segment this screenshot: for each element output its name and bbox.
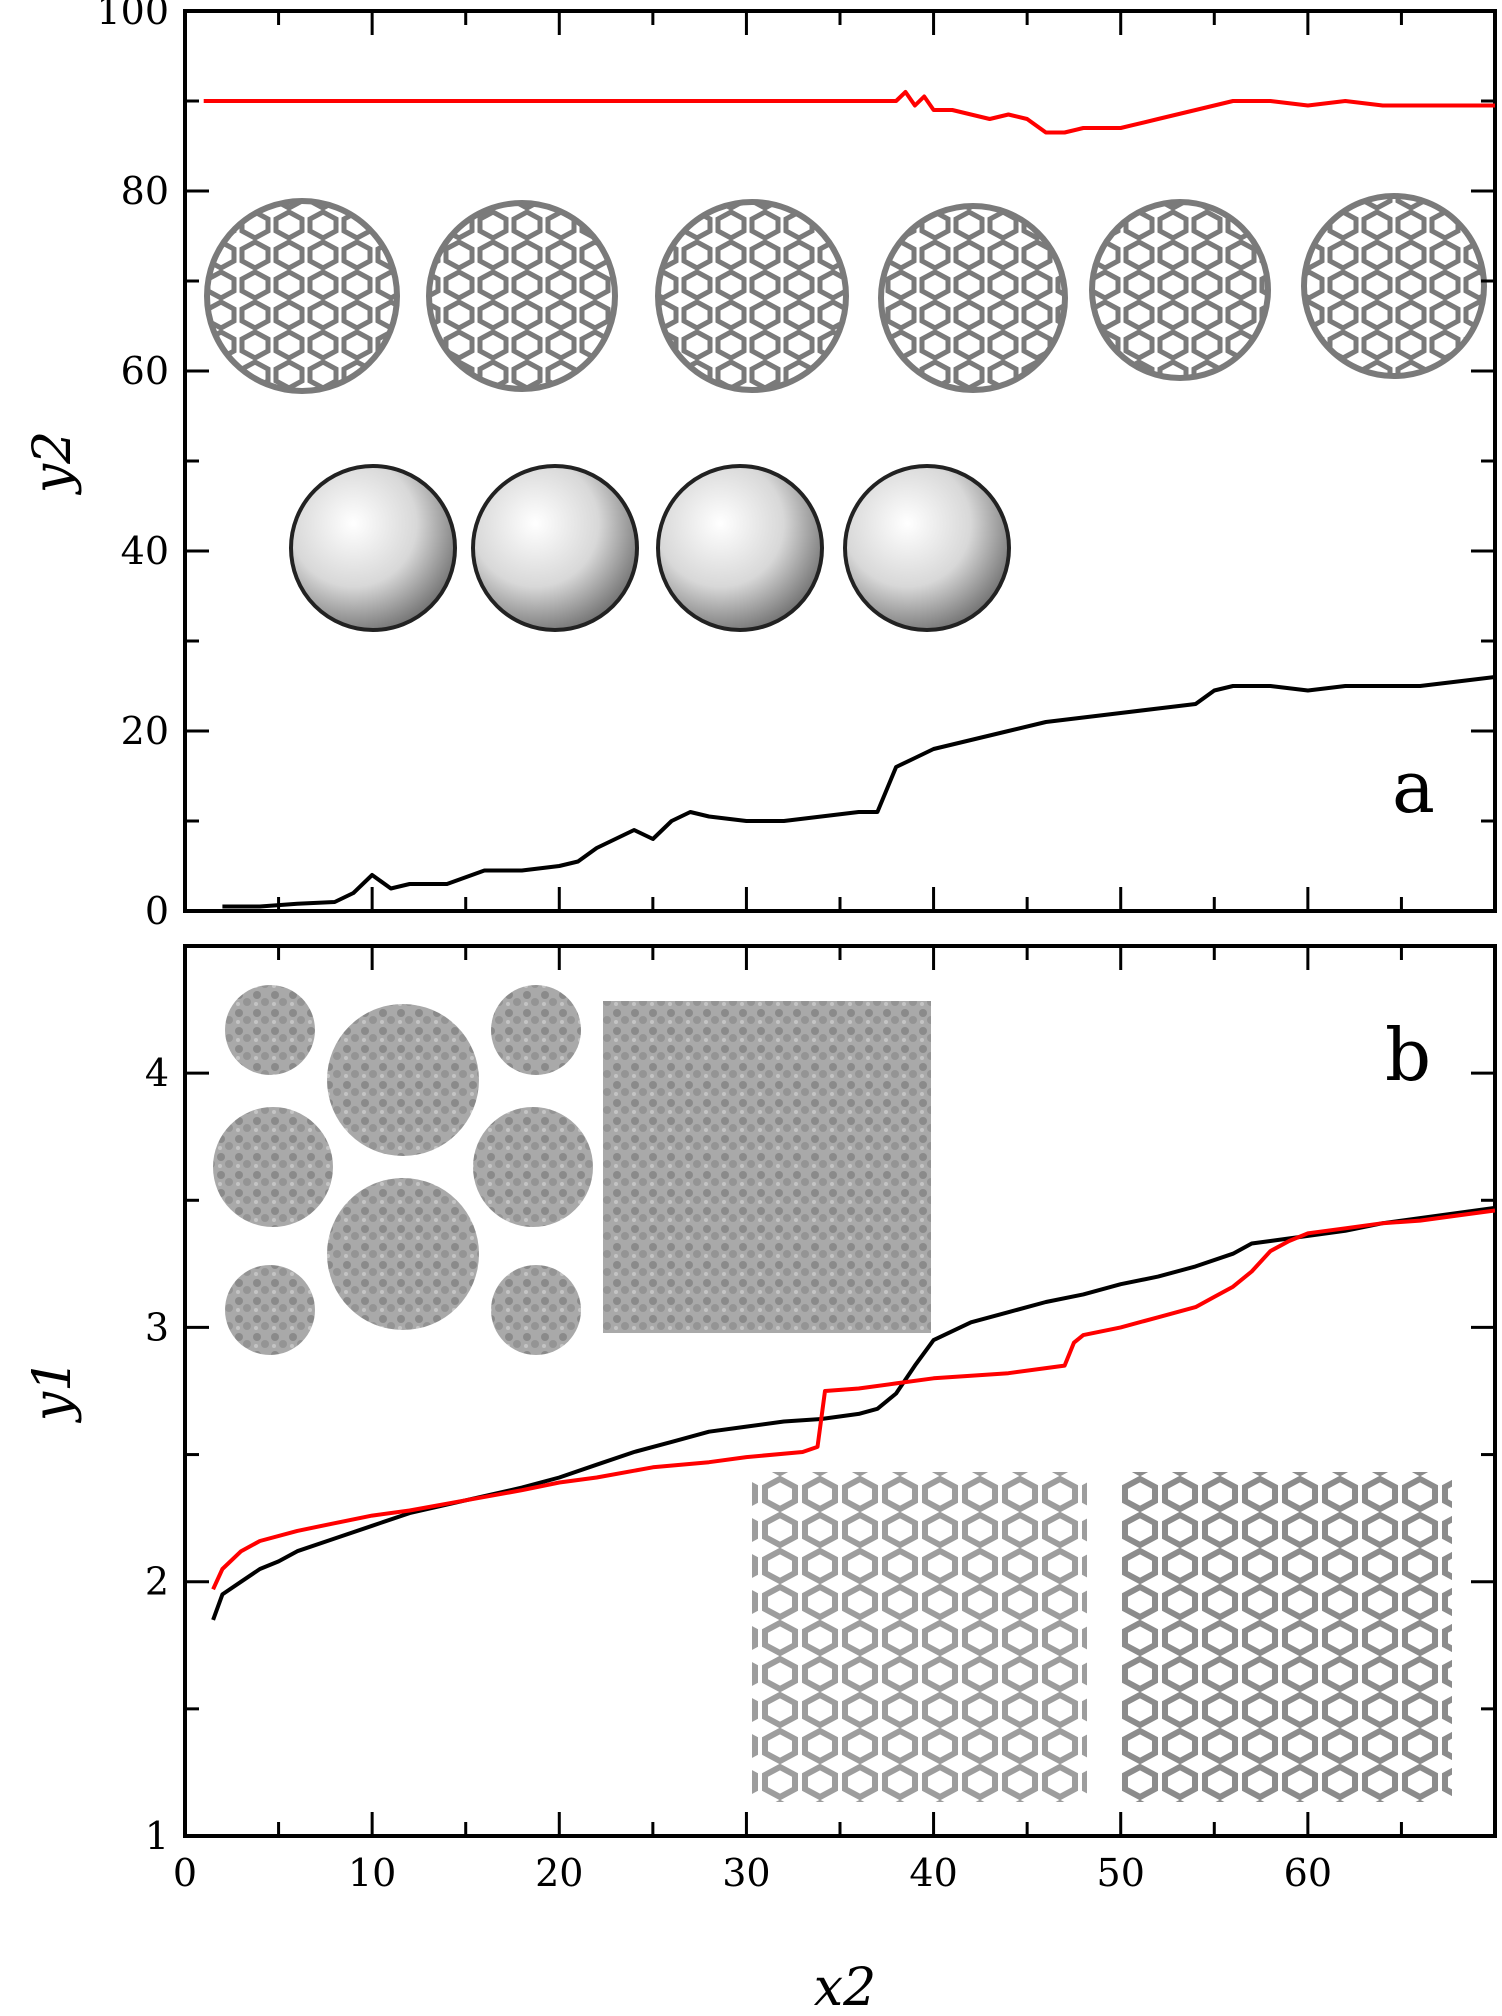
y-tick-label: 4 xyxy=(145,1051,169,1095)
panel-a-sphere-insets xyxy=(289,464,1011,632)
x-tick-label: 10 xyxy=(348,1851,396,1895)
x-tick-label: 60 xyxy=(1284,1851,1332,1895)
series-line-red xyxy=(203,90,1495,135)
panel-a-letter: a xyxy=(1392,745,1435,829)
series-line-black xyxy=(222,675,1495,909)
panel-b-structure-insets xyxy=(213,985,1452,1802)
y-tick-label: 40 xyxy=(121,529,169,573)
y-tick-label: 60 xyxy=(121,349,169,393)
panel-a-plot-frame xyxy=(183,9,1497,913)
y-tick-label: 100 xyxy=(96,0,169,33)
y-tick-label: 2 xyxy=(145,1560,169,1604)
inset-packed-cages xyxy=(213,985,593,1355)
inset-dense-network xyxy=(603,1001,931,1333)
series-line-red xyxy=(211,1208,1495,1591)
inset-hexagonal-network xyxy=(1122,1472,1452,1802)
x-tick-label: 40 xyxy=(909,1851,957,1895)
panel-b-x-axis-title: x2 xyxy=(814,1958,876,2016)
y-tick-label: 20 xyxy=(121,709,169,753)
y-tick-label: 3 xyxy=(145,1305,169,1349)
panel-a-series xyxy=(203,90,1495,909)
panel-a: 0 20 40 60 80 100 a y2 xyxy=(23,0,1497,933)
y-tick-label: 80 xyxy=(121,169,169,213)
series-line-black xyxy=(211,1205,1495,1621)
x-tick-label: 30 xyxy=(722,1851,770,1895)
x-tick-label: 50 xyxy=(1097,1851,1145,1895)
y-tick-label: 1 xyxy=(145,1814,169,1858)
panel-b-letter: b xyxy=(1385,1013,1431,1097)
inset-linked-cages xyxy=(752,1472,1087,1802)
panel-b-y-axis-title: y1 xyxy=(23,1359,83,1423)
x-tick-label: 0 xyxy=(173,1851,197,1895)
panel-a-fullerene-insets xyxy=(204,193,1487,394)
panel-b-series xyxy=(211,1205,1495,1621)
panel-a-axes: 0 20 40 60 80 100 xyxy=(96,0,1497,933)
y-tick-label: 0 xyxy=(145,889,169,933)
panel-a-y-axis-title: y2 xyxy=(23,431,83,495)
x-tick-label: 20 xyxy=(535,1851,583,1895)
